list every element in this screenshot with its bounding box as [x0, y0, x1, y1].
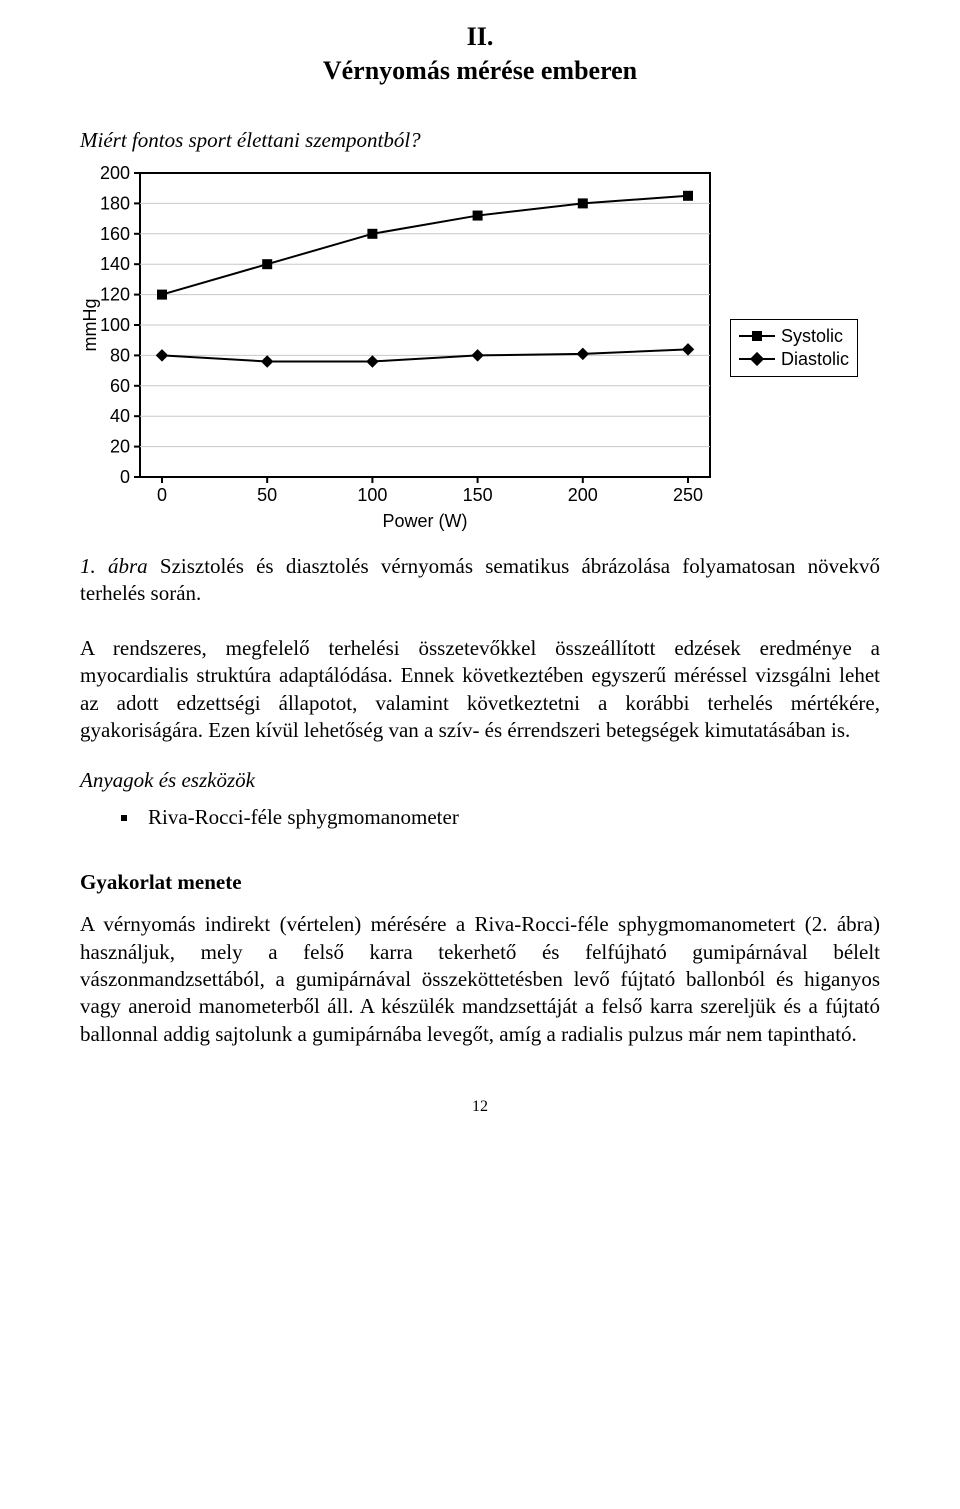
svg-text:100: 100 [357, 485, 387, 505]
svg-text:120: 120 [100, 284, 130, 304]
legend-label: Systolic [781, 326, 843, 347]
svg-text:mmHg: mmHg [80, 298, 100, 351]
legend-label: Diastolic [781, 349, 849, 370]
svg-text:0: 0 [120, 467, 130, 487]
svg-text:200: 200 [100, 163, 130, 183]
tools-list: Riva-Rocci-féle sphygmomanometer [80, 805, 880, 830]
svg-text:80: 80 [110, 345, 130, 365]
figure-caption-text: Szisztolés és diasztolés vérnyomás semat… [80, 554, 880, 605]
svg-text:150: 150 [463, 485, 493, 505]
svg-text:60: 60 [110, 375, 130, 395]
square-marker-icon [739, 335, 775, 337]
heading-line1: II. [467, 22, 494, 51]
svg-text:50: 50 [257, 485, 277, 505]
question-text: Miért fontos sport élettani szempontból? [80, 128, 880, 153]
figure-caption: 1. ábra Szisztolés és diasztolés vérnyom… [80, 553, 880, 608]
svg-text:100: 100 [100, 315, 130, 335]
svg-text:200: 200 [568, 485, 598, 505]
svg-text:20: 20 [110, 436, 130, 456]
tools-heading: Anyagok és eszközök [80, 768, 880, 793]
svg-text:250: 250 [673, 485, 703, 505]
method-heading: Gyakorlat menete [80, 870, 880, 895]
svg-text:160: 160 [100, 223, 130, 243]
chart-svg: 0 20 40 60 80 100 120 140 160 180 200 0 50 100 150 200 2… [80, 163, 720, 533]
svg-text:0: 0 [157, 485, 167, 505]
chart-container: 0 20 40 60 80 100 120 140 160 180 200 0 50 100 150 200 2… [80, 163, 880, 533]
bp-chart: 0 20 40 60 80 100 120 140 160 180 200 0 50 100 150 200 2… [80, 163, 720, 533]
svg-text:Power (W): Power (W) [383, 511, 468, 531]
legend-item: Systolic [739, 326, 849, 347]
paragraph-method: A vérnyomás indirekt (vértelen) mérésére… [80, 911, 880, 1047]
legend-item: Diastolic [739, 349, 849, 370]
chart-legend: SystolicDiastolic [730, 319, 858, 377]
svg-text:180: 180 [100, 193, 130, 213]
svg-text:40: 40 [110, 406, 130, 426]
diamond-marker-icon [739, 358, 775, 360]
main-heading: II. Vérnyomás mérése emberen [80, 20, 880, 88]
heading-line2: Vérnyomás mérése emberen [323, 56, 637, 85]
page-number: 12 [80, 1098, 880, 1116]
svg-text:140: 140 [100, 254, 130, 274]
tool-item: Riva-Rocci-féle sphygmomanometer [140, 805, 880, 830]
figure-number: 1. ábra [80, 554, 148, 578]
paragraph-intro: A rendszeres, megfelelő terhelési összet… [80, 635, 880, 744]
